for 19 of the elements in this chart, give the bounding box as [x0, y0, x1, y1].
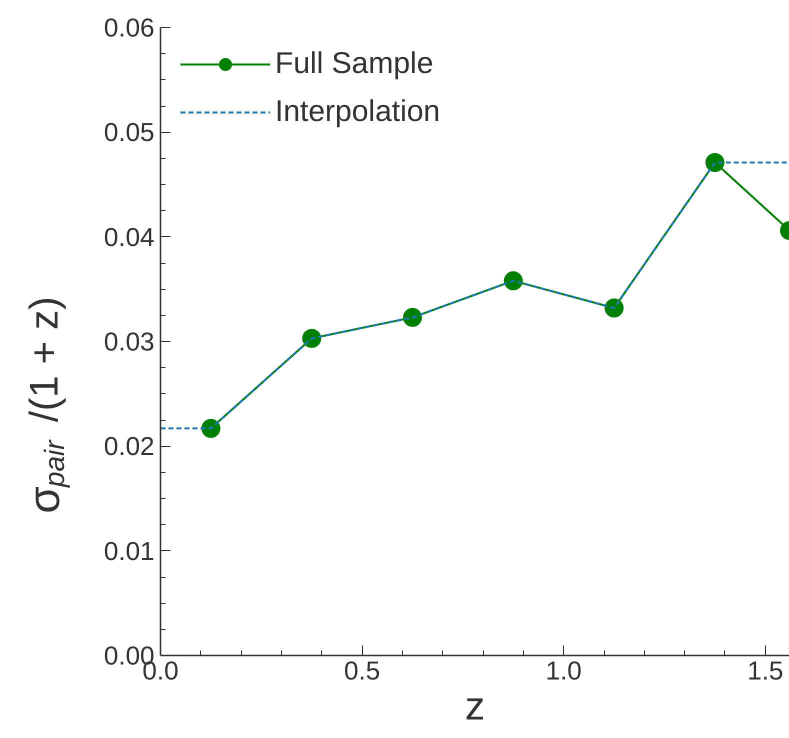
x-tick-label: 1.5	[747, 656, 784, 686]
x-tick-label: 0.5	[344, 656, 380, 686]
point	[504, 271, 523, 290]
point	[705, 153, 724, 172]
y-tick-label: 0.01	[104, 536, 155, 566]
y-tick-label: 0.06	[104, 12, 155, 42]
point	[302, 328, 322, 348]
legend-label: Full Sample	[275, 47, 434, 81]
x-tick-label: 1.0	[546, 656, 582, 686]
legend-label: Interpolation	[275, 95, 440, 129]
y-tick-label: 0.02	[104, 431, 155, 462]
point	[201, 418, 220, 438]
point	[403, 308, 422, 327]
x-axis-title: z	[465, 684, 485, 728]
point	[604, 298, 624, 318]
y-axis-title: σpair/(1 + z)	[20, 296, 70, 514]
y-tick-label: 0.04	[104, 222, 155, 252]
y-tick-label: 0.05	[104, 117, 155, 148]
y-tick-label: 0.03	[104, 326, 155, 356]
